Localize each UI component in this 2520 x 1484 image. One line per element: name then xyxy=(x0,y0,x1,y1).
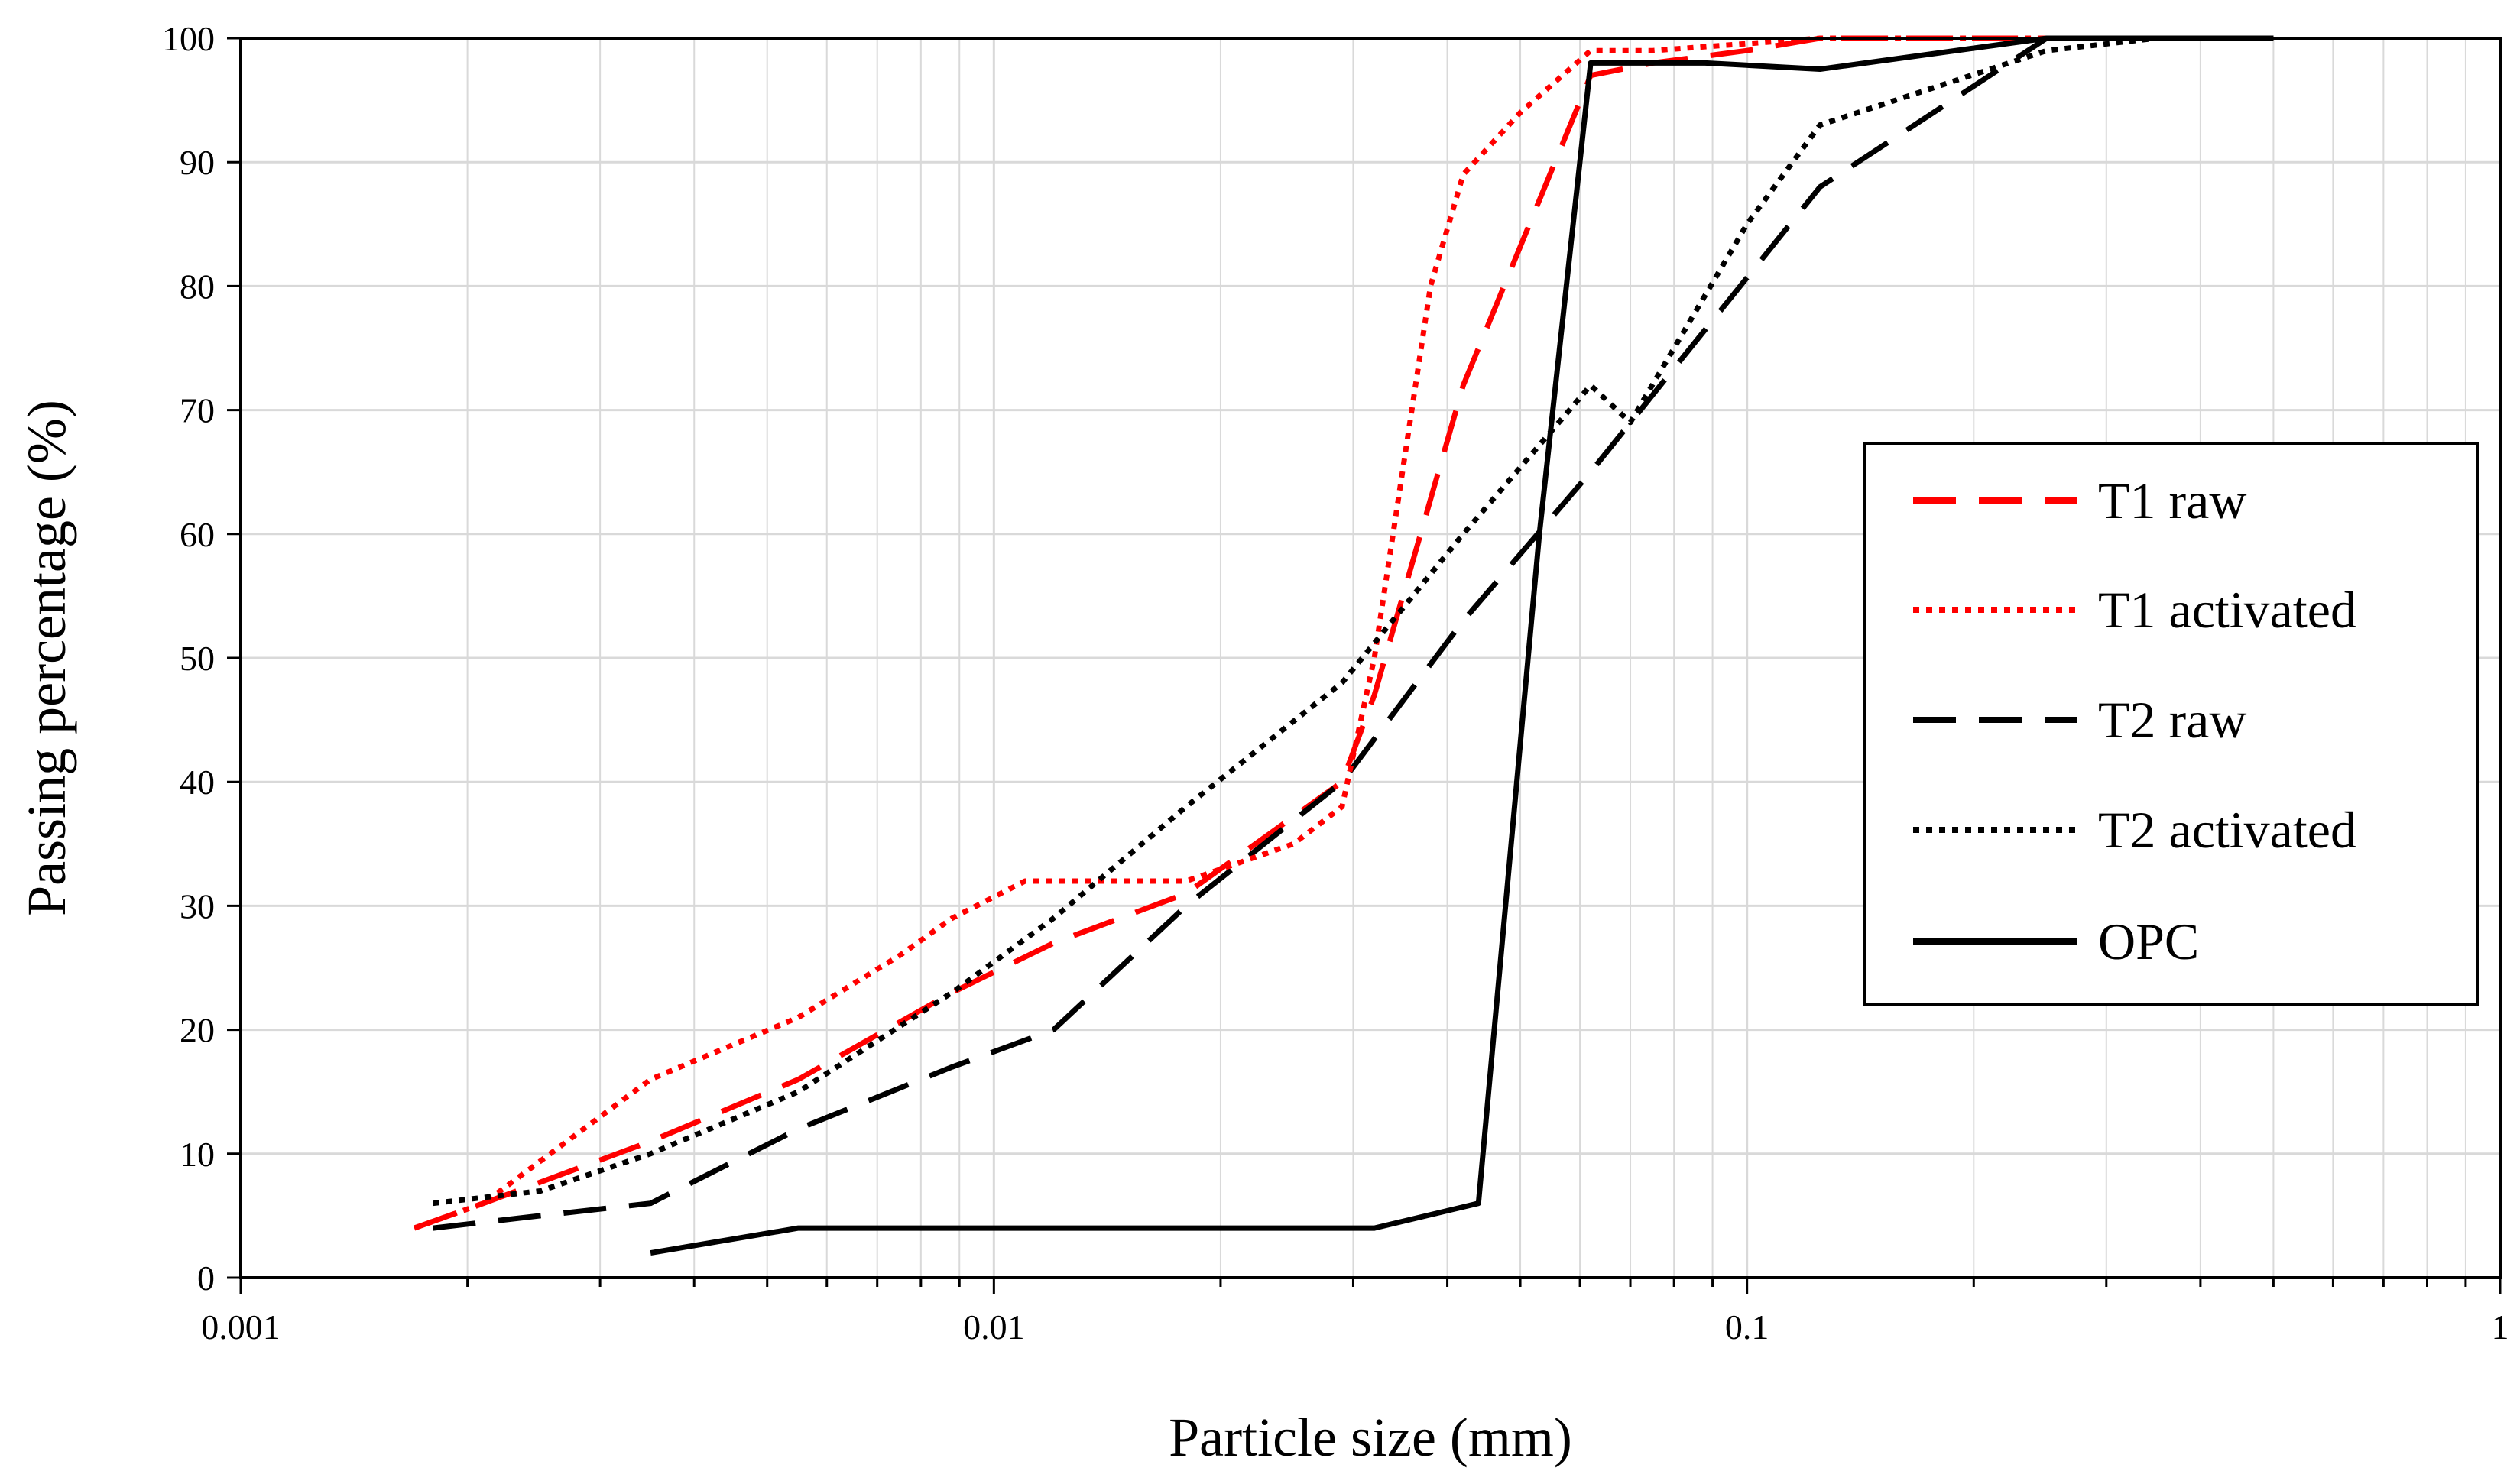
legend-box xyxy=(1863,442,2479,1006)
legend-label-t2-activated: T2 activated xyxy=(2098,801,2356,859)
y-tick-label: 90 xyxy=(180,143,215,182)
y-tick-label: 100 xyxy=(162,19,215,58)
series-line-t2-raw xyxy=(433,36,2048,1231)
x-tick-label: 0.001 xyxy=(201,1307,281,1346)
series-line-t1-raw xyxy=(413,35,2047,1231)
y-tick-label: 70 xyxy=(180,391,215,430)
axis-ticks xyxy=(227,37,2502,1294)
x-tick-labels: 0.001 0.01 0.1 1 xyxy=(201,1307,2509,1346)
y-tick-label: 30 xyxy=(180,886,215,925)
y-axis-title: Passing percentage (%) xyxy=(16,400,77,916)
x-tick-label: 0.01 xyxy=(963,1307,1025,1346)
y-tick-label: 80 xyxy=(180,267,215,306)
x-axis-title: Particle size (mm) xyxy=(1169,1407,1572,1468)
x-tick-label: 1 xyxy=(2492,1307,2509,1346)
series-lines xyxy=(413,35,2274,1256)
series-line-opc xyxy=(650,35,2274,1256)
y-tick-label: 20 xyxy=(180,1011,215,1050)
series-line-t2-activated xyxy=(433,35,2274,1207)
legend: T1 raw T1 activated T2 raw T2 activated OPC xyxy=(1863,442,2479,1006)
y-tick-label: 10 xyxy=(180,1135,215,1174)
legend-label-t2-raw: T2 raw xyxy=(2098,691,2246,749)
legend-label-t1-raw: T1 raw xyxy=(2098,471,2246,530)
legend-label-opc: OPC xyxy=(2098,912,2199,970)
y-tick-label: 40 xyxy=(180,763,215,802)
y-tick-label: 0 xyxy=(197,1259,215,1298)
y-tick-label: 60 xyxy=(180,515,215,554)
y-tick-label: 50 xyxy=(180,639,215,678)
y-tick-labels: 0 10 20 30 40 50 60 70 80 90 100 xyxy=(162,19,215,1298)
x-tick-label: 0.1 xyxy=(1725,1307,1769,1346)
legend-label-t1-activated: T1 activated xyxy=(2098,581,2356,639)
